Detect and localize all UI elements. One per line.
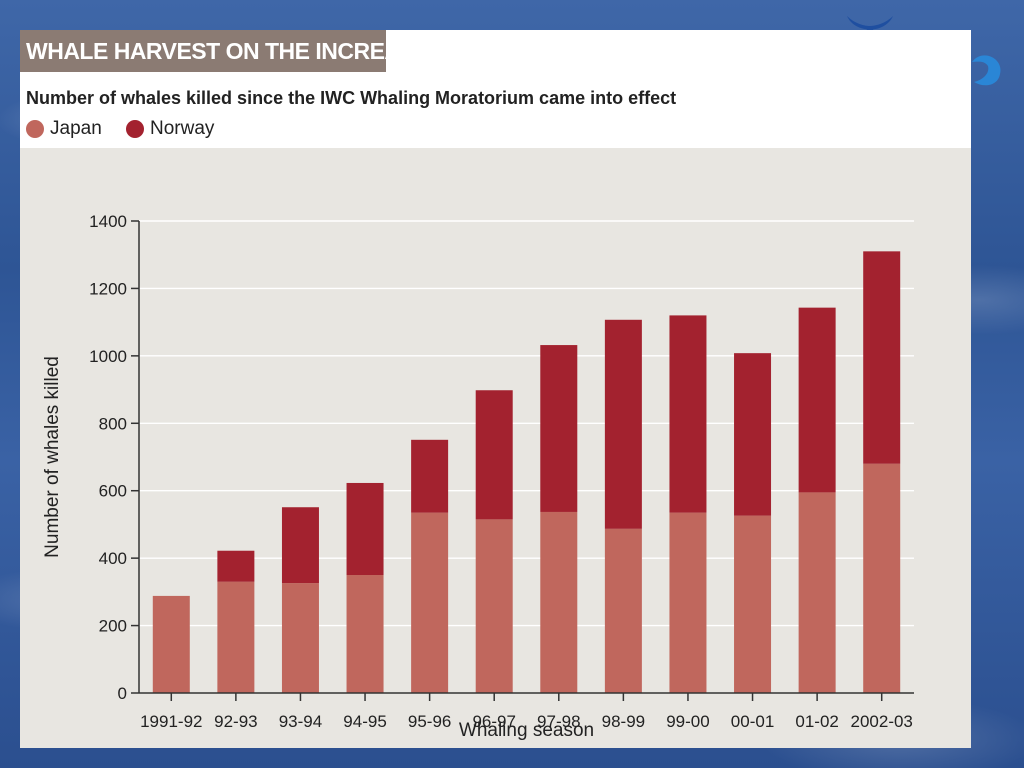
bar-japan: [734, 515, 772, 693]
title-band: WHALE HARVEST ON THE INCREASE: [20, 30, 431, 72]
chart-subtitle: Number of whales killed since the IWC Wh…: [26, 88, 677, 108]
bar-japan: [152, 595, 190, 693]
legend-swatch-japan: [26, 120, 44, 138]
bar-japan: [217, 581, 255, 693]
x-tick-label: 99-00: [666, 712, 709, 731]
bar-norway: [411, 439, 449, 513]
x-tick-label: 00-01: [731, 712, 774, 731]
bar-japan: [475, 519, 513, 693]
legend-label-japan: Japan: [50, 118, 102, 139]
bar-japan: [798, 492, 836, 693]
bar-norway: [863, 251, 901, 464]
y-tick-label: 1200: [89, 279, 127, 298]
x-tick-label: 01-02: [795, 712, 838, 731]
y-tick-label: 1000: [89, 347, 127, 366]
y-tick-label: 0: [118, 684, 127, 703]
x-tick-label: 94-95: [343, 712, 386, 731]
x-tick-label: 97-98: [537, 712, 580, 731]
y-tick-label: 400: [99, 549, 127, 568]
x-tick-label: 1991-92: [140, 712, 202, 731]
x-tick-label: 93-94: [279, 712, 322, 731]
x-tick-label: 95-96: [408, 712, 451, 731]
bar-japan: [281, 583, 319, 693]
x-axis-title: Whaling season: [459, 720, 594, 741]
bar-norway: [798, 307, 836, 493]
bar-norway: [734, 353, 772, 516]
bar-norway: [475, 390, 513, 520]
y-axis-title: Number of whales killed: [42, 356, 63, 558]
water-drop-icon: [972, 55, 1001, 86]
x-tick-label: 98-99: [602, 712, 645, 731]
bar-japan: [604, 528, 642, 693]
chart-card: WHALE HARVEST ON THE INCREASE Number of …: [20, 30, 971, 748]
x-tick-label: 92-93: [214, 712, 257, 731]
x-tick-label: 96-97: [472, 712, 515, 731]
y-tick-label: 200: [99, 617, 127, 636]
bar-chart: 0 200 400 600 800 1000 1200 1400 1991-92 92-93 93-…: [42, 212, 914, 741]
bar-norway: [217, 550, 255, 582]
bar-japan: [346, 575, 384, 693]
bar-japan: [411, 512, 449, 693]
bar-norway: [604, 319, 642, 529]
bar-japan: [669, 512, 707, 693]
bar-norway: [346, 482, 384, 575]
chart-title: WHALE HARVEST ON THE INCREASE: [26, 38, 431, 64]
bar-japan: [863, 463, 901, 693]
legend-label-norway: Norway: [150, 118, 215, 139]
y-tick-label: 800: [99, 414, 127, 433]
bar-japan: [540, 511, 578, 693]
bar-norway: [669, 315, 707, 513]
bar-norway: [540, 345, 578, 512]
x-tick-label: 2002-03: [851, 712, 913, 731]
y-tick-label: 1400: [89, 212, 127, 231]
chart-panel: 0 200 400 600 800 1000 1200 1400 1991-92 92-93 93-…: [20, 148, 971, 748]
legend-swatch-norway: [126, 120, 144, 138]
bar-norway: [281, 507, 319, 584]
y-tick-label: 600: [99, 482, 127, 501]
